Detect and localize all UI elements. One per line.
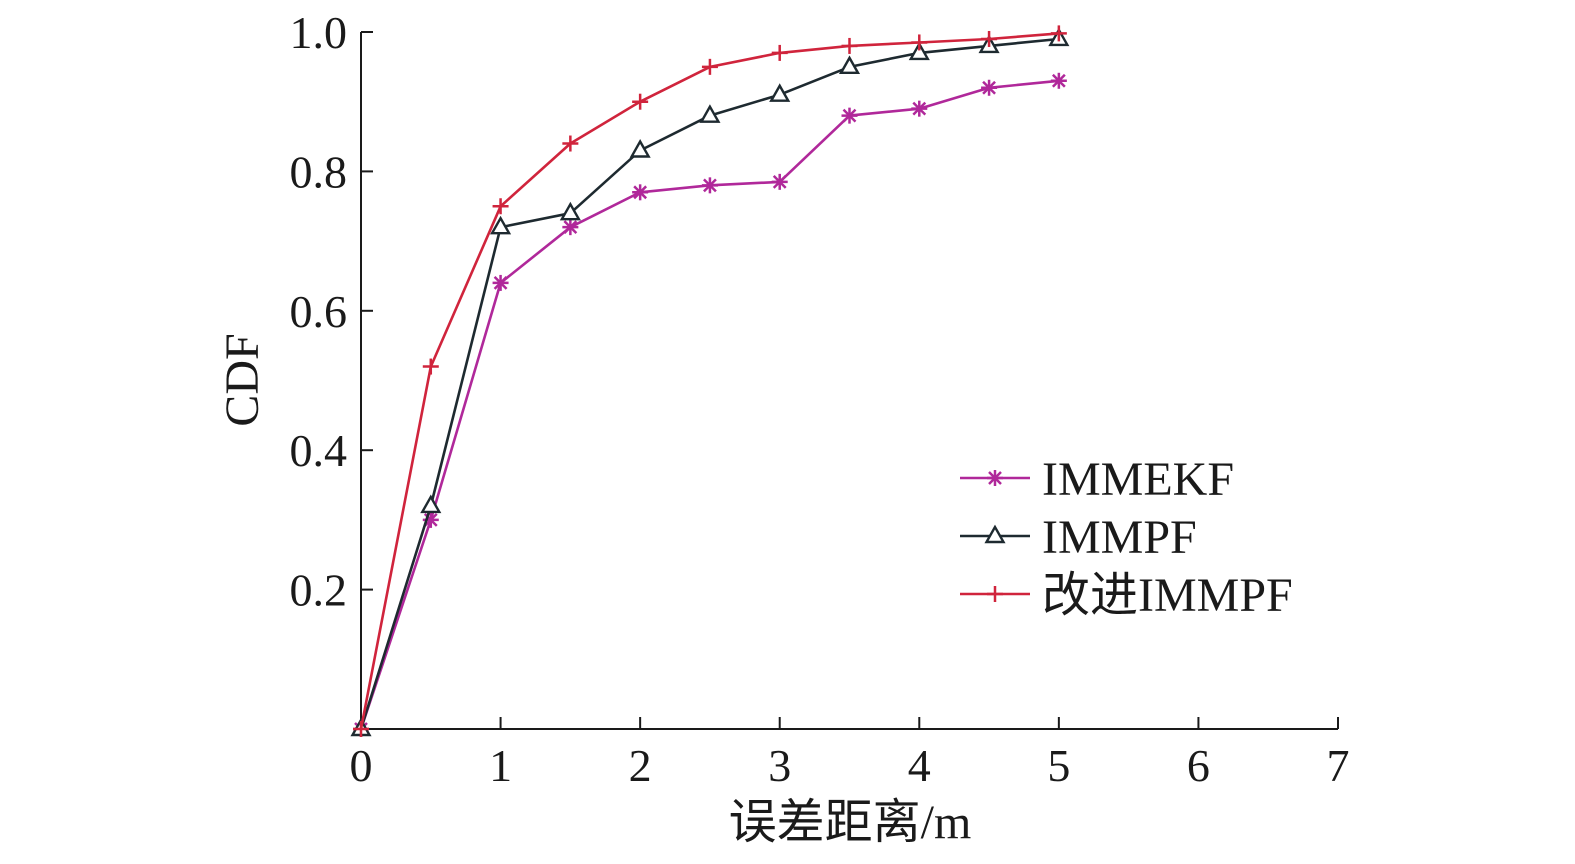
x-tick-label: 4 [908, 740, 931, 791]
axes: 0 1 2 3 4 5 6 7 0.2 0.4 0.6 0.8 1.0 [290, 7, 1350, 791]
data-point-immpf [771, 44, 788, 61]
data-point-immpf [629, 139, 651, 158]
data-point-immpf [353, 721, 369, 737]
data-point-immekf [701, 177, 718, 194]
data-point-immpf [420, 494, 442, 514]
y-tick-label: 0.6 [290, 286, 348, 337]
legend-marker-immpf [984, 524, 1006, 544]
x-tick-label: 5 [1047, 740, 1070, 791]
data-point-immpf [422, 358, 439, 375]
data-point-immpf [632, 93, 649, 110]
data-point-immpf [838, 55, 861, 75]
data-point-immpf [841, 37, 858, 54]
data-point-immpf [981, 30, 998, 47]
data-point-immpf [769, 83, 791, 102]
x-tick-label: 1 [489, 740, 512, 791]
data-point-immpf [911, 34, 928, 51]
y-axis-title: CDF [216, 333, 269, 426]
data-point-immpf [492, 198, 509, 215]
legend-marker-immekf [987, 470, 1003, 486]
y-tick-label: 0.8 [290, 146, 348, 197]
data-point-immpf [562, 135, 579, 152]
x-tick-label: 2 [629, 740, 652, 791]
y-tick-label: 0.4 [290, 425, 348, 476]
legend-label: IMMPF [1042, 511, 1197, 564]
x-tick-label: 0 [350, 740, 373, 791]
data-point-immekf [911, 100, 928, 117]
y-tick-label: 0.2 [290, 565, 348, 616]
x-tick-label: 6 [1187, 740, 1210, 791]
data-point-immekf [1050, 72, 1067, 89]
data-point-immpf [1050, 25, 1067, 42]
x-tick-label: 7 [1327, 740, 1350, 791]
legend-label: IMMEKF [1042, 453, 1234, 506]
data-point-immekf [492, 274, 509, 291]
data-point-immpf [699, 104, 721, 123]
legend-label: 改进IMMPF [1042, 569, 1293, 622]
data-point-immekf [562, 219, 579, 236]
data-point-immekf [632, 184, 649, 201]
x-tick-label: 3 [768, 740, 791, 791]
data-point-immekf [841, 107, 858, 124]
series-line-immpf [359, 32, 1060, 730]
y-tick-label: 1.0 [290, 7, 348, 58]
data-point-immpf [490, 215, 512, 235]
data-point-immpf [908, 41, 930, 61]
legend-marker-immpf [987, 586, 1003, 602]
data-point-immpf [701, 58, 718, 75]
data-point-immpf [559, 201, 581, 221]
series-line-immpf [359, 37, 1060, 730]
x-axis-title: 误差距离/m [729, 796, 972, 849]
data-point-immekf [771, 173, 788, 190]
data-point-immekf [981, 79, 998, 96]
series-lines [350, 25, 1070, 737]
